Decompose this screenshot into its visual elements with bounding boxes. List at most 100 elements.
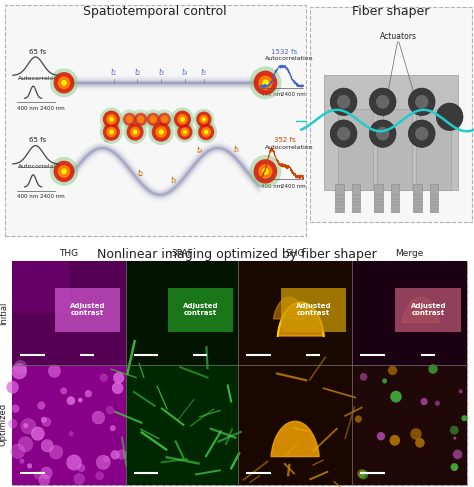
Circle shape — [137, 115, 145, 123]
Circle shape — [152, 122, 171, 142]
Circle shape — [409, 120, 435, 148]
Circle shape — [459, 389, 463, 393]
Circle shape — [111, 450, 119, 459]
Circle shape — [109, 117, 114, 122]
Circle shape — [390, 435, 400, 446]
Text: Autocorrelation: Autocorrelation — [265, 56, 314, 61]
Text: Adjusted
contrast: Adjusted contrast — [296, 303, 332, 316]
Circle shape — [146, 112, 160, 126]
Bar — [395, 288, 461, 332]
Circle shape — [202, 117, 206, 121]
Circle shape — [74, 473, 84, 485]
Circle shape — [158, 129, 164, 135]
Circle shape — [78, 398, 82, 402]
Text: 400 nm: 400 nm — [17, 194, 38, 199]
Circle shape — [249, 155, 282, 188]
Text: Initial: Initial — [0, 301, 8, 324]
Circle shape — [61, 388, 67, 394]
Circle shape — [382, 378, 387, 383]
Text: THG: THG — [59, 249, 78, 258]
Circle shape — [254, 71, 277, 95]
Circle shape — [262, 79, 269, 86]
Polygon shape — [271, 421, 319, 456]
Circle shape — [126, 115, 133, 123]
Circle shape — [12, 405, 19, 412]
Circle shape — [461, 415, 467, 421]
Text: Actuators: Actuators — [380, 32, 417, 40]
Circle shape — [420, 398, 428, 405]
Circle shape — [131, 110, 150, 129]
Circle shape — [104, 456, 109, 462]
Circle shape — [410, 428, 422, 440]
Text: t₃: t₃ — [170, 176, 176, 185]
Circle shape — [144, 110, 163, 129]
Circle shape — [9, 419, 17, 428]
Circle shape — [161, 115, 168, 123]
Circle shape — [96, 472, 103, 480]
Circle shape — [390, 391, 402, 403]
Circle shape — [10, 444, 25, 459]
Text: Autocorrelation: Autocorrelation — [18, 76, 66, 81]
Circle shape — [34, 472, 41, 479]
Bar — [352, 261, 467, 365]
Circle shape — [435, 401, 440, 406]
Circle shape — [100, 120, 123, 144]
Circle shape — [330, 120, 357, 148]
Circle shape — [133, 130, 137, 134]
Circle shape — [12, 364, 27, 379]
Circle shape — [58, 76, 70, 89]
Text: 2400 nm: 2400 nm — [40, 106, 65, 111]
Text: 2400 nm: 2400 nm — [281, 185, 306, 189]
Text: 2400 nm: 2400 nm — [281, 93, 306, 97]
Circle shape — [183, 130, 187, 134]
Circle shape — [50, 68, 78, 97]
Polygon shape — [402, 297, 439, 322]
Text: Adjusted
contrast: Adjusted contrast — [410, 303, 446, 316]
Text: 400 nm: 400 nm — [261, 185, 282, 189]
Circle shape — [21, 418, 36, 434]
Bar — [238, 365, 352, 485]
Circle shape — [31, 427, 45, 440]
Bar — [352, 365, 467, 485]
Bar — [12, 261, 126, 365]
Bar — [55, 288, 120, 332]
Circle shape — [120, 110, 139, 129]
Circle shape — [54, 161, 74, 182]
Bar — [238, 261, 352, 365]
Circle shape — [195, 121, 217, 143]
FancyBboxPatch shape — [310, 7, 472, 222]
Bar — [324, 75, 458, 190]
Circle shape — [41, 417, 46, 423]
Circle shape — [337, 127, 350, 141]
Circle shape — [110, 426, 115, 431]
Bar — [416, 109, 451, 190]
Circle shape — [415, 438, 425, 448]
Circle shape — [106, 114, 117, 125]
Circle shape — [376, 95, 389, 109]
Text: Optimized: Optimized — [0, 403, 8, 447]
Text: 400 nm: 400 nm — [17, 106, 38, 111]
Text: 65 fs: 65 fs — [29, 49, 46, 55]
Text: t₁: t₁ — [111, 69, 117, 77]
Circle shape — [130, 127, 140, 137]
Bar — [391, 184, 400, 212]
Text: Adjusted
contrast: Adjusted contrast — [183, 303, 219, 316]
Circle shape — [453, 450, 462, 459]
Circle shape — [355, 415, 362, 423]
Circle shape — [39, 475, 50, 486]
Polygon shape — [273, 297, 305, 319]
Circle shape — [359, 469, 368, 479]
Circle shape — [436, 103, 463, 131]
Circle shape — [103, 123, 120, 141]
Bar — [126, 261, 238, 365]
Circle shape — [155, 126, 167, 138]
Circle shape — [127, 123, 144, 141]
Bar — [374, 184, 383, 212]
Circle shape — [67, 455, 82, 470]
Circle shape — [357, 469, 365, 478]
Circle shape — [450, 426, 459, 435]
Circle shape — [249, 66, 282, 99]
Circle shape — [112, 382, 123, 394]
Circle shape — [337, 95, 350, 109]
Circle shape — [41, 440, 53, 452]
